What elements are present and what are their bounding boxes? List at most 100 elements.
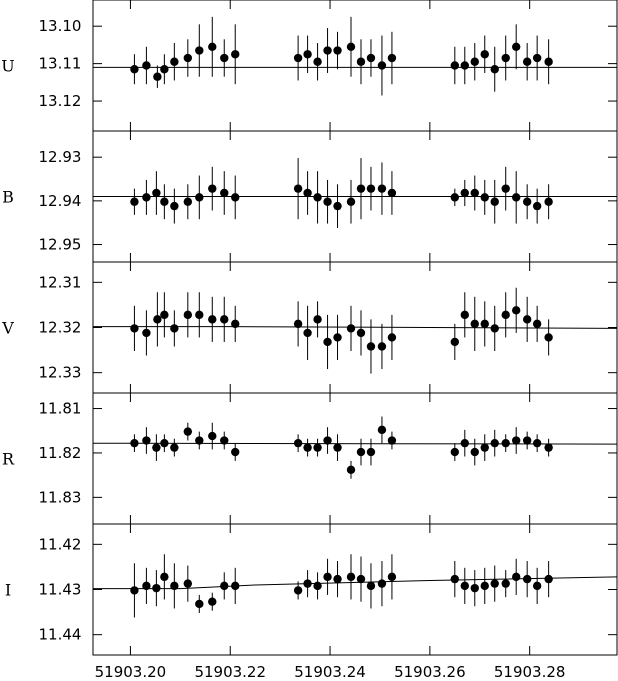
data-point — [501, 438, 510, 448]
data-point — [183, 310, 193, 320]
data-point — [501, 184, 510, 193]
data-point — [208, 315, 217, 324]
data-point — [183, 53, 193, 63]
data-point — [511, 306, 521, 315]
data-point — [183, 197, 193, 206]
data-point — [377, 425, 387, 435]
data-point — [511, 193, 521, 202]
x-tick-label: 51903.24 — [294, 663, 366, 681]
data-point — [231, 447, 240, 457]
fit-line — [93, 576, 618, 590]
data-point — [501, 53, 510, 63]
data-point — [490, 65, 499, 74]
y-tick-label: 11.43 — [39, 581, 82, 599]
data-point — [130, 324, 139, 333]
data-point — [522, 315, 532, 324]
data-point — [490, 438, 499, 448]
data-point — [522, 436, 532, 445]
data-point — [170, 581, 179, 591]
data-point — [220, 188, 229, 198]
data-point — [170, 57, 179, 66]
data-point — [490, 579, 499, 588]
data-point — [511, 436, 521, 445]
data-point — [366, 342, 376, 351]
data-point — [195, 436, 204, 445]
y-tick-label: 13.11 — [39, 55, 82, 73]
data-point — [480, 443, 489, 452]
data-point — [366, 53, 376, 63]
data-point — [130, 586, 139, 595]
band-label: U — [1, 57, 14, 76]
data-point — [366, 447, 376, 457]
data-point — [356, 184, 366, 193]
data-point — [333, 46, 342, 55]
y-tick-label: 13.12 — [39, 92, 82, 110]
x-tick-label: 51903.20 — [95, 663, 167, 681]
data-point — [356, 447, 366, 457]
data-point — [303, 579, 312, 588]
data-point — [160, 438, 169, 448]
data-point — [387, 53, 397, 63]
band-label: I — [5, 581, 11, 600]
data-point — [220, 315, 229, 324]
panel-b: B 12.93 12.94 12.95 — [2, 130, 618, 263]
data-point — [231, 193, 240, 202]
data-point — [293, 319, 303, 329]
data-point — [480, 319, 489, 329]
data-point — [366, 581, 376, 591]
data-point — [293, 438, 303, 448]
data-point — [387, 188, 397, 198]
data-point — [323, 46, 332, 55]
data-point — [130, 438, 139, 448]
data-point — [195, 46, 204, 55]
data-point — [460, 61, 469, 70]
data-point — [208, 184, 217, 193]
data-point — [387, 436, 397, 445]
data-point — [356, 574, 366, 584]
x-tick-label: 51903.28 — [494, 663, 566, 681]
data-point — [532, 319, 542, 329]
data-point — [532, 201, 542, 211]
data-point — [220, 436, 229, 445]
data-point — [470, 319, 479, 329]
data-point — [501, 310, 510, 320]
y-tick-label: 12.33 — [39, 364, 82, 382]
data-point — [195, 193, 204, 202]
fit-line — [92, 442, 618, 445]
y-tick-label: 12.93 — [39, 148, 82, 166]
data-point — [313, 193, 322, 202]
data-point — [313, 581, 322, 591]
data-point — [208, 42, 217, 51]
y-tick-label: 12.95 — [39, 236, 82, 254]
data-point — [160, 572, 169, 582]
data-point — [490, 197, 499, 206]
data-point — [313, 57, 322, 66]
data-point — [293, 53, 303, 63]
data-point — [142, 581, 151, 591]
data-point — [480, 50, 489, 59]
data-point — [231, 581, 240, 591]
panel-i: I 11.42 11.43 11.44 — [5, 523, 618, 656]
data-point — [377, 184, 387, 193]
data-point — [522, 197, 532, 206]
data-point — [387, 333, 397, 342]
data-point — [313, 443, 322, 452]
data-point — [323, 197, 332, 206]
data-point — [522, 57, 532, 66]
data-point — [142, 436, 151, 445]
data-point — [346, 465, 356, 475]
data-point — [183, 579, 193, 588]
data-point — [170, 443, 179, 452]
data-point — [544, 574, 553, 584]
panel-r: R 11.81 11.82 11.83 — [2, 392, 618, 525]
data-point — [470, 188, 479, 198]
data-point — [170, 201, 179, 211]
data-point — [160, 65, 169, 74]
data-point — [208, 597, 217, 606]
data-point — [532, 438, 542, 448]
data-point — [544, 443, 553, 452]
data-point — [366, 184, 376, 193]
data-point — [346, 197, 356, 206]
data-point — [480, 581, 489, 591]
